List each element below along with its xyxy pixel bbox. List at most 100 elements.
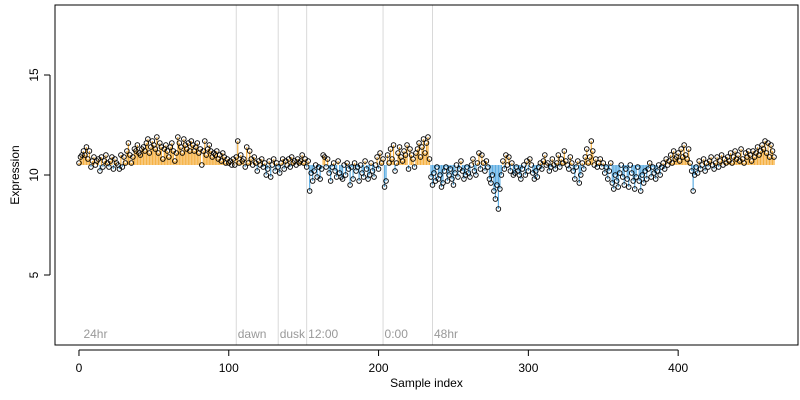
data-point — [569, 160, 575, 166]
data-point — [375, 166, 382, 172]
data-point — [542, 152, 548, 158]
data-point — [86, 148, 93, 154]
data-point — [366, 172, 373, 178]
data-point — [311, 168, 317, 174]
data-point — [443, 164, 449, 170]
data-point — [428, 174, 434, 180]
data-point — [178, 144, 184, 150]
data-point — [362, 158, 368, 164]
data-point — [323, 164, 329, 170]
data-point — [326, 170, 332, 176]
data-point — [615, 184, 621, 190]
data-point — [128, 160, 135, 166]
data-point — [555, 152, 562, 158]
data-point — [237, 152, 244, 158]
data-point — [100, 164, 106, 170]
data-point — [587, 154, 593, 160]
data-point — [137, 152, 144, 158]
y-axis: 5 10 15 — [27, 68, 51, 278]
data-point — [732, 148, 738, 154]
data-point — [561, 148, 568, 154]
data-point — [613, 178, 620, 184]
data-point — [417, 154, 424, 160]
data-point — [485, 164, 491, 170]
data-point — [350, 176, 356, 182]
data-point — [202, 138, 208, 144]
data-point — [660, 160, 666, 166]
data-point — [287, 164, 293, 170]
data-point — [254, 168, 260, 174]
data-point — [384, 152, 391, 158]
data-point — [423, 140, 430, 146]
x-axis: 0 100 200 300 400 — [76, 349, 688, 375]
data-point — [636, 178, 642, 184]
data-point — [371, 174, 377, 180]
data-point — [573, 164, 580, 170]
data-point — [477, 166, 484, 172]
data-point — [419, 144, 425, 150]
x-tick-label: 0 — [76, 361, 83, 375]
data-point — [483, 158, 490, 164]
data-point — [685, 146, 692, 152]
data-point — [232, 162, 238, 168]
data-point — [163, 142, 169, 148]
data-point — [229, 162, 235, 168]
data-point — [166, 154, 172, 160]
data-point — [718, 152, 725, 158]
data-point — [426, 156, 433, 162]
data-point — [110, 166, 117, 172]
data-point — [420, 136, 427, 142]
data-point — [452, 170, 458, 176]
data-point — [266, 158, 272, 164]
data-point — [356, 178, 362, 184]
data-point — [528, 162, 535, 168]
data-point — [518, 176, 524, 182]
data-point — [675, 150, 681, 156]
data-point — [404, 142, 410, 148]
data-point — [754, 144, 761, 150]
data-point — [630, 178, 636, 184]
data-point — [470, 156, 476, 162]
data-point — [603, 164, 610, 170]
data-point — [467, 174, 473, 180]
data-point — [381, 184, 388, 190]
data-point — [606, 168, 613, 174]
region-label: dusk — [280, 327, 306, 341]
data-point — [121, 154, 127, 160]
data-point — [609, 180, 616, 186]
data-point — [458, 158, 464, 164]
data-point — [164, 148, 171, 154]
data-point — [506, 154, 512, 160]
region-label: 0:00 — [385, 327, 409, 341]
data-point — [264, 166, 271, 172]
x-tick-label: 200 — [369, 361, 389, 375]
y-tick-label: 5 — [27, 271, 41, 278]
data-point — [455, 174, 461, 180]
data-point — [763, 150, 770, 156]
data-point — [684, 156, 690, 162]
data-points — [76, 134, 777, 212]
data-point — [91, 154, 97, 160]
data-point — [711, 166, 717, 172]
data-point — [267, 174, 274, 180]
data-point — [305, 158, 311, 164]
plot-frame — [54, 4, 799, 346]
data-point — [681, 142, 687, 148]
data-point — [317, 176, 323, 182]
data-point — [342, 172, 349, 178]
data-point — [676, 158, 683, 164]
data-point — [627, 162, 633, 168]
data-point — [652, 176, 659, 182]
data-point — [339, 176, 346, 182]
data-point — [715, 164, 722, 170]
data-point — [383, 178, 389, 184]
data-point — [522, 172, 529, 178]
data-point — [687, 160, 693, 166]
data-point — [145, 136, 151, 142]
data-point — [700, 156, 707, 162]
data-point — [306, 188, 313, 194]
data-point — [275, 164, 281, 170]
region-label: 48hr — [434, 327, 458, 341]
data-point — [702, 168, 708, 174]
data-point — [616, 170, 623, 176]
